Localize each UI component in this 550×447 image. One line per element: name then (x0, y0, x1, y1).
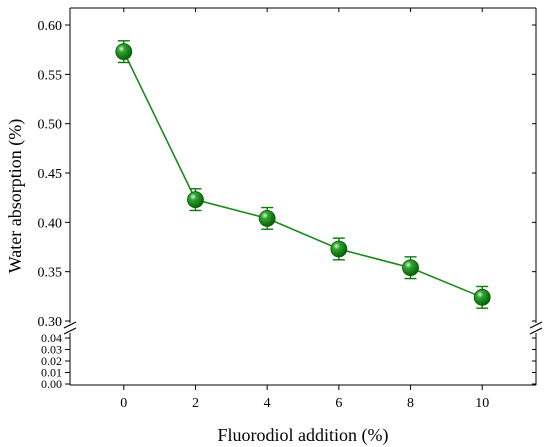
y-upper-tick-label: 0.40 (38, 216, 63, 231)
data-point (187, 191, 204, 209)
axis-break-mark (529, 327, 543, 335)
axis-break-mark (63, 327, 77, 335)
y-lower-tick-label: 0.03 (41, 343, 62, 357)
data-point (258, 209, 276, 227)
x-tick-label: 6 (335, 396, 342, 411)
y-lower-tick-label: 0.02 (41, 354, 62, 368)
x-tick-label: 8 (407, 396, 414, 411)
data-point (330, 240, 348, 258)
y-upper-tick-label: 0.35 (38, 266, 63, 281)
series-line (123, 51, 483, 299)
y-lower-axis: 0.000.010.020.030.04 (41, 331, 536, 391)
y-upper-tick-label: 0.45 (38, 167, 63, 182)
x-tick-label: 4 (264, 396, 271, 411)
data-point (402, 259, 419, 277)
y-lower-tick-label: 0.04 (41, 331, 62, 345)
y-upper-tick-label: 0.50 (38, 118, 63, 133)
axis-break-mark (63, 321, 77, 329)
x-axis: 0 2 4 6 8 10 (120, 8, 489, 411)
plot-frame (63, 7, 543, 386)
x-axis-title: Fluorodiol addition (%) (218, 425, 389, 446)
axis-break-mark (529, 321, 543, 329)
y-lower-tick-label: 0.01 (41, 366, 62, 380)
y-upper-tick-label: 0.60 (38, 19, 63, 34)
y-lower-tick-label: 0.00 (41, 377, 62, 391)
y-upper-axis: 0.30 0.35 0.40 0.45 0.50 0.55 0.60 (38, 19, 536, 330)
series-water-absorption (115, 40, 491, 309)
y-upper-tick-label: 0.55 (38, 68, 63, 83)
x-tick-label: 0 (120, 396, 127, 411)
y-upper-tick-label: 0.30 (38, 315, 63, 330)
x-tick-label: 2 (192, 396, 199, 411)
y-axis-title: Water absorption (%) (5, 119, 26, 274)
data-point (115, 43, 133, 61)
x-tick-label: 10 (475, 396, 489, 411)
data-point (473, 288, 491, 306)
